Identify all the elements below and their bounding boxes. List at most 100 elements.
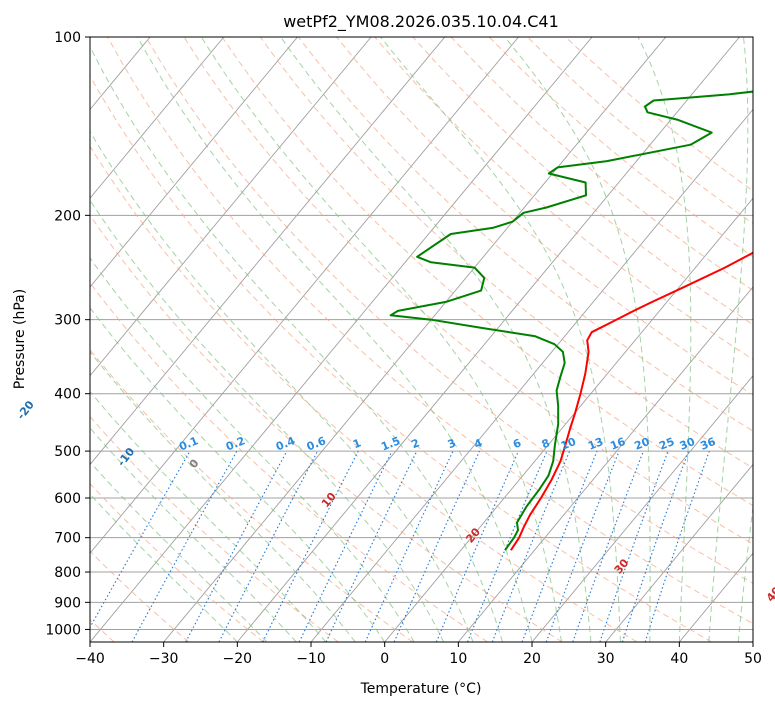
mixing-ratio-line [262,450,359,642]
moist-adiabat-line [200,37,562,642]
isotherm-line [90,37,225,199]
mixing-ratio-line [364,450,454,642]
isotherm-line [90,37,446,466]
mixing-ratio-label: 1 [351,436,363,451]
dry-adiabat-line [90,145,638,642]
moist-adiabat-label: 20 [463,525,483,545]
mixing-ratio-line [90,450,191,629]
isotherm-line [90,37,372,377]
moist-adiabat-line [380,37,621,642]
mixing-ratio-line [644,450,710,642]
y-tick-label: 700 [54,531,81,547]
mixing-ratio-line [435,450,519,642]
moist-adiabat-label: 40 [764,584,775,604]
x-axis: −40 −30 −20 −10 0 10 20 30 40 50 [75,642,762,667]
moist-adiabat-line [90,45,503,642]
x-tick-label: 30 [597,651,615,667]
moist-adiabat-line [90,307,386,642]
y-tick-label: 900 [54,595,81,611]
isotherm-line [90,37,593,642]
dry-adiabat-line [90,74,712,642]
x-tick-label: −40 [75,651,105,667]
moist-adiabat-line [90,130,474,642]
y-tick-label: 400 [54,387,81,403]
y-tick-label: 200 [54,208,81,224]
dry-adiabat-line [412,37,753,326]
moist-adiabat-label: 30 [612,556,632,576]
mixing-ratio-label: 2 [410,436,422,451]
isotherm-line [90,37,519,554]
moist-adiabat-line [90,351,356,642]
plot-frame [89,36,754,643]
mixing-ratio-line [572,450,644,642]
moist-adiabat-line [90,199,445,642]
isotherm-line [678,552,753,642]
dry-adiabat-line [107,37,753,625]
isotherm-line [90,37,298,288]
dry-adiabat-line [183,37,753,545]
mixing-ratio-line [621,450,690,642]
background-lines [0,37,753,642]
moist-adiabat-line [637,37,692,642]
isotherm-line [605,463,753,642]
mixing-ratio-label: 20 [633,435,652,453]
x-tick-label: 20 [523,651,541,667]
mixing-ratio-line [298,450,393,642]
dry-adiabat-line [90,550,190,642]
temperature-line [510,251,753,551]
x-tick-label: 50 [744,651,762,667]
dry-adiabat-line [221,37,753,507]
isotherm-line [531,375,753,642]
mixing-ratio-line [466,450,548,642]
moist-adiabat-line [708,37,749,642]
y-tick-label: 600 [54,491,81,507]
x-tick-label: −20 [223,651,253,667]
dewpoint-line [389,90,753,551]
dry-adiabat-line [90,348,414,642]
y-tick-label: 1000 [45,622,81,638]
mixing-ratio-label: 16 [608,435,627,453]
dry-adiabat-line [90,482,264,642]
mixing-ratio-label: 25 [657,435,676,453]
mixing-ratio-line [491,450,571,642]
y-axis: 100 200 300 400 500 600 700 800 900 1000 [45,30,90,638]
mixing-ratio-line [185,450,288,642]
moist-adiabat-line [737,502,753,642]
mixing-ratio-line [218,450,319,642]
mixing-ratio-label: 30 [678,435,697,453]
isotherm-line [0,37,3,642]
dry-adiabat-line [336,37,753,396]
moist-adiabat-line [90,257,415,642]
x-tick-label: 0 [380,651,389,667]
dry-adiabat-line [565,37,753,192]
x-tick-label: 10 [449,651,467,667]
moist-adiabat-line [90,390,327,642]
mixing-ratio-label: 36 [698,435,717,453]
moist-adiabat-line [137,37,533,642]
mixing-ratio-label: 8 [540,436,552,451]
isotherm-line [384,197,753,642]
mixing-ratio-label: 4 [472,436,484,451]
dry-adiabat-line [90,281,488,642]
mixing-ratio-label: 10 [559,435,578,453]
mixing-ratio-label: 13 [586,435,605,453]
isotherm-line [236,37,740,642]
y-tick-label: 300 [54,313,81,329]
moist-adiabat-line [280,37,592,642]
mixing-ratio-label: 3 [446,436,458,451]
dry-adiabat-line [90,415,339,642]
dry-adiabat-line [374,37,753,361]
x-axis-label: Temperature (°C) [360,681,482,697]
moist-adiabat-label: 10 [319,490,339,510]
dry-adiabat-line [488,37,753,258]
dry-adiabat-line [90,214,563,642]
mixing-ratio-line [131,450,238,642]
x-tick-label: −10 [296,651,326,667]
isotherm-line [457,286,753,642]
y-tick-label: 100 [54,30,81,46]
moist-adiabat-line [90,493,238,642]
chart-title: wetPf2_YM08.2026.035.10.04.C41 [283,12,559,32]
mixing-ratio-line [545,450,620,642]
mixing-ratio-line [521,450,598,642]
